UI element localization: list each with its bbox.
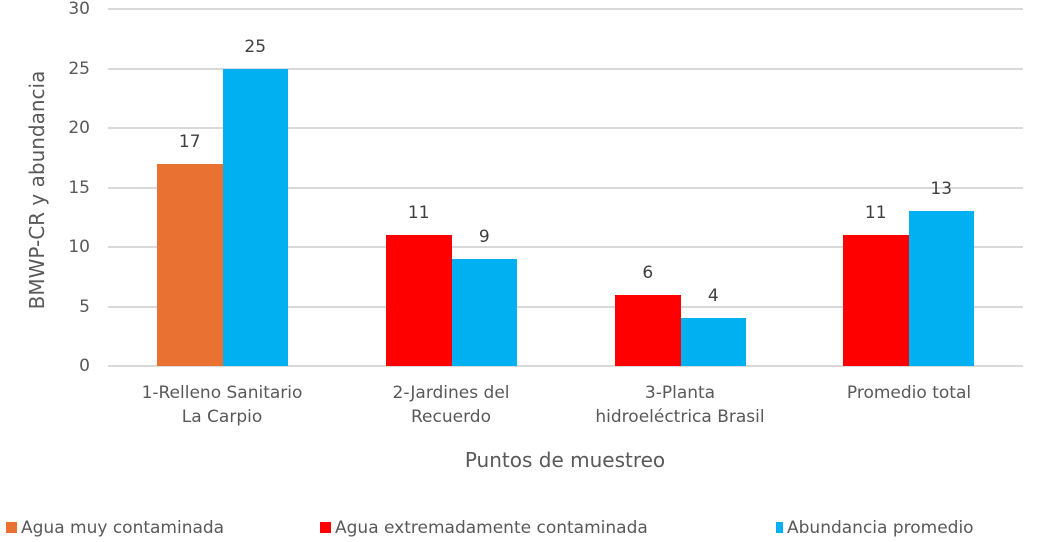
legend-item-agua-muy-contaminada: Agua muy contaminada — [6, 516, 224, 540]
bar — [843, 235, 909, 366]
gridline — [108, 246, 1023, 248]
data-label: 17 — [178, 131, 201, 152]
bar — [615, 294, 681, 366]
y-tick-label: 0 — [79, 356, 90, 376]
bar — [451, 258, 517, 366]
x-tick-label-line: 1-Relleno Sanitario — [141, 383, 303, 403]
gridline — [108, 127, 1023, 129]
x-tick-label-line: hidroeléctrica Brasil — [595, 407, 765, 427]
x-tick-label-line: Promedio total — [846, 383, 972, 403]
x-tick-label-line: Recuerdo — [411, 407, 491, 427]
gridline — [108, 67, 1023, 70]
legend-swatch-icon — [776, 522, 783, 533]
y-tick-label: 20 — [68, 118, 90, 138]
data-label: 25 — [244, 36, 267, 57]
data-label: 13 — [930, 179, 953, 200]
y-tick-label: 25 — [68, 58, 90, 79]
bar — [680, 318, 746, 366]
data-label: 11 — [407, 203, 430, 224]
x-tick-label-line: 2-Jardines del — [392, 383, 510, 403]
gridline — [108, 305, 1023, 308]
legend-label: Agua muy contaminada — [21, 518, 225, 538]
bar — [157, 163, 223, 366]
y-tick-label: 5 — [79, 296, 90, 317]
x-tick-label: Promedio total — [799, 381, 1019, 405]
legend-swatch-icon — [6, 522, 17, 533]
legend-item-abundancia-promedio: Abundancia promedio — [776, 516, 974, 540]
y-tick-label: 15 — [68, 177, 90, 198]
legend-swatch-icon — [320, 522, 331, 533]
x-tick-label: 2-Jardines del Recuerdo — [341, 381, 561, 429]
x-tick-label-line: 3-Planta — [644, 383, 716, 403]
x-tick-label: 3-Planta hidroeléctrica Brasil — [570, 381, 790, 429]
x-tick-label: 1-Relleno Sanitario La Carpio — [112, 381, 332, 429]
bar — [386, 235, 452, 366]
legend-item-agua-extremadamente-contaminada: Agua extremadamente contaminada — [320, 516, 648, 540]
legend: Agua muy contaminada Agua extremadamente… — [0, 516, 1039, 540]
data-label: 6 — [642, 262, 654, 283]
gridline — [108, 8, 1023, 10]
x-tick-label-line: La Carpio — [181, 407, 263, 427]
y-tick-label: 30 — [68, 0, 90, 19]
gridline — [108, 365, 1023, 367]
x-axis-title: Puntos de muestreo — [464, 448, 666, 472]
data-label: 11 — [864, 203, 887, 224]
bar — [222, 68, 288, 366]
gridline — [108, 186, 1023, 189]
bar — [908, 211, 974, 366]
y-tick-label: 10 — [68, 237, 90, 257]
legend-label: Abundancia promedio — [787, 518, 974, 538]
legend-label: Agua extremadamente contaminada — [335, 518, 648, 538]
data-label: 9 — [478, 226, 490, 247]
data-label: 4 — [707, 286, 719, 307]
